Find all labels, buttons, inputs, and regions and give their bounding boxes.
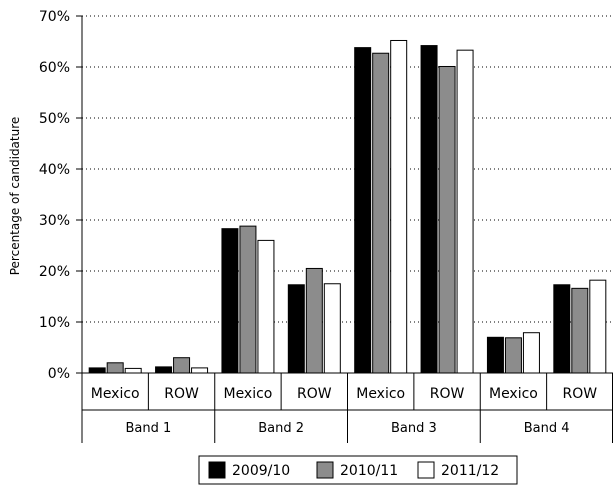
legend-label: 2010/11 <box>340 463 398 479</box>
legend-swatch <box>316 461 334 479</box>
bar <box>456 49 474 374</box>
bar <box>354 47 372 374</box>
y-tick-label: 70% <box>39 9 70 25</box>
y-tick-label: 40% <box>39 162 70 178</box>
bar <box>390 39 408 374</box>
bar <box>257 239 275 374</box>
bar <box>191 367 209 374</box>
bar <box>124 367 142 374</box>
group-label: Band 3 <box>391 421 437 436</box>
bar <box>239 225 257 374</box>
bar <box>323 283 341 374</box>
y-tick-label: 60% <box>39 60 70 76</box>
bar <box>372 52 390 374</box>
legend: 2009/10 2010/11 2011/12 <box>198 455 518 485</box>
y-tick-label: 50% <box>39 111 70 127</box>
x-tick-label: Mexico <box>356 386 405 402</box>
bar <box>486 336 504 374</box>
legend-box <box>198 455 518 485</box>
bar <box>106 362 124 374</box>
legend-swatch <box>417 461 435 479</box>
x-tick-label: Mexico <box>489 386 538 402</box>
bar <box>504 337 522 374</box>
bar <box>571 287 589 374</box>
y-tick-label: 0% <box>48 366 70 382</box>
bar <box>287 284 305 374</box>
legend-label: 2011/12 <box>441 463 499 479</box>
bar <box>88 367 106 374</box>
bars <box>88 39 607 374</box>
legend-swatch <box>208 461 226 479</box>
group-label: Band 4 <box>524 421 570 436</box>
y-tick-label: 20% <box>39 264 70 280</box>
x-tick-label: ROW <box>430 386 465 402</box>
axis-labels: 0% 10% 20% 30% 40% 50% 60% 70% Mexico ROW Mexico RO… <box>39 9 597 436</box>
bar <box>438 65 456 374</box>
bar <box>589 279 607 374</box>
gridlines <box>82 15 613 323</box>
group-label: Band 1 <box>125 421 171 436</box>
bar <box>173 357 191 374</box>
bar <box>553 284 571 374</box>
bar <box>305 267 323 374</box>
x-tick-label: ROW <box>297 386 332 402</box>
x-tick-label: ROW <box>164 386 199 402</box>
y-tick-label: 10% <box>39 315 70 331</box>
bar <box>420 45 438 374</box>
y-axis-title: Percentage of candidature <box>8 117 22 276</box>
group-label: Band 2 <box>258 421 304 436</box>
bar <box>155 366 173 374</box>
bar <box>522 332 540 374</box>
x-tick-label: Mexico <box>223 386 272 402</box>
x-tick-label: Mexico <box>91 386 140 402</box>
bar <box>221 228 239 374</box>
y-tick-label: 30% <box>39 213 70 229</box>
legend-label: 2009/10 <box>232 463 290 479</box>
x-tick-label: ROW <box>563 386 598 402</box>
axes <box>76 15 613 443</box>
